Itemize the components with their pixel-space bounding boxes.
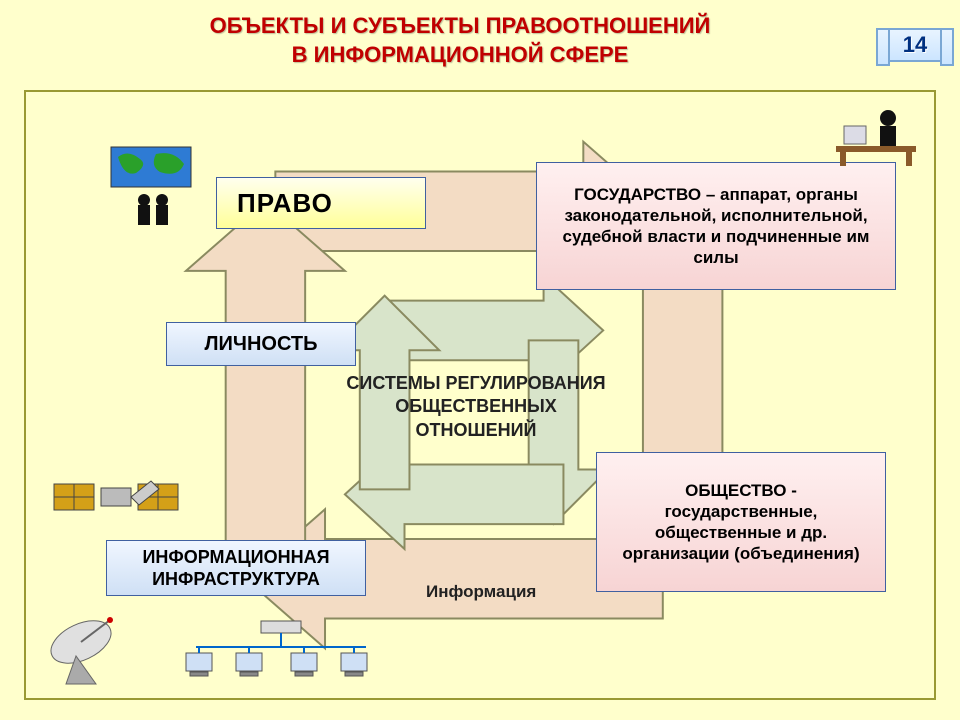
desk-person-icon xyxy=(826,98,926,168)
box-pravo-text: ПРАВО xyxy=(237,187,333,220)
network-icon xyxy=(176,617,376,697)
world-map-icon xyxy=(106,142,206,232)
title-line-1: ОБЪЕКТЫ И СУБЪЕКТЫ ПРАВООТНОШЕНИЙ xyxy=(60,12,860,41)
box-society: ОБЩЕСТВО - государственные, общественные… xyxy=(596,452,886,592)
box-society-text: ОБЩЕСТВО - государственные, общественные… xyxy=(607,480,875,565)
box-gov-text: ГОСУДАРСТВО – аппарат, органы законодате… xyxy=(547,184,885,269)
box-government: ГОСУДАРСТВО – аппарат, органы законодате… xyxy=(536,162,896,290)
slide-title: ОБЪЕКТЫ И СУБЪЕКТЫ ПРАВООТНОШЕНИЙ В ИНФО… xyxy=(0,0,960,77)
information-label: Информация xyxy=(426,582,536,602)
satellite-icon xyxy=(46,462,186,542)
box-infra-text: ИНФОРМАЦИОННАЯ ИНФРАСТРУКТУРА xyxy=(117,546,355,591)
dish-antenna-icon xyxy=(36,612,146,692)
page-number-badge: 14 xyxy=(888,28,942,62)
center-systems-label: СИСТЕМЫ РЕГУЛИРОВАНИЯ ОБЩЕСТВЕННЫХ ОТНОШ… xyxy=(346,372,606,442)
box-infrastructure: ИНФОРМАЦИОННАЯ ИНФРАСТРУКТУРА xyxy=(106,540,366,596)
diagram-canvas: СИСТЕМЫ РЕГУЛИРОВАНИЯ ОБЩЕСТВЕННЫХ ОТНОШ… xyxy=(24,90,936,700)
title-line-2: В ИНФОРМАЦИОННОЙ СФЕРЕ xyxy=(60,41,860,70)
box-lichnost-text: ЛИЧНОСТЬ xyxy=(205,332,318,357)
page-number-text: 14 xyxy=(903,32,927,58)
box-pravo: ПРАВО xyxy=(216,177,426,229)
box-lichnost: ЛИЧНОСТЬ xyxy=(166,322,356,366)
